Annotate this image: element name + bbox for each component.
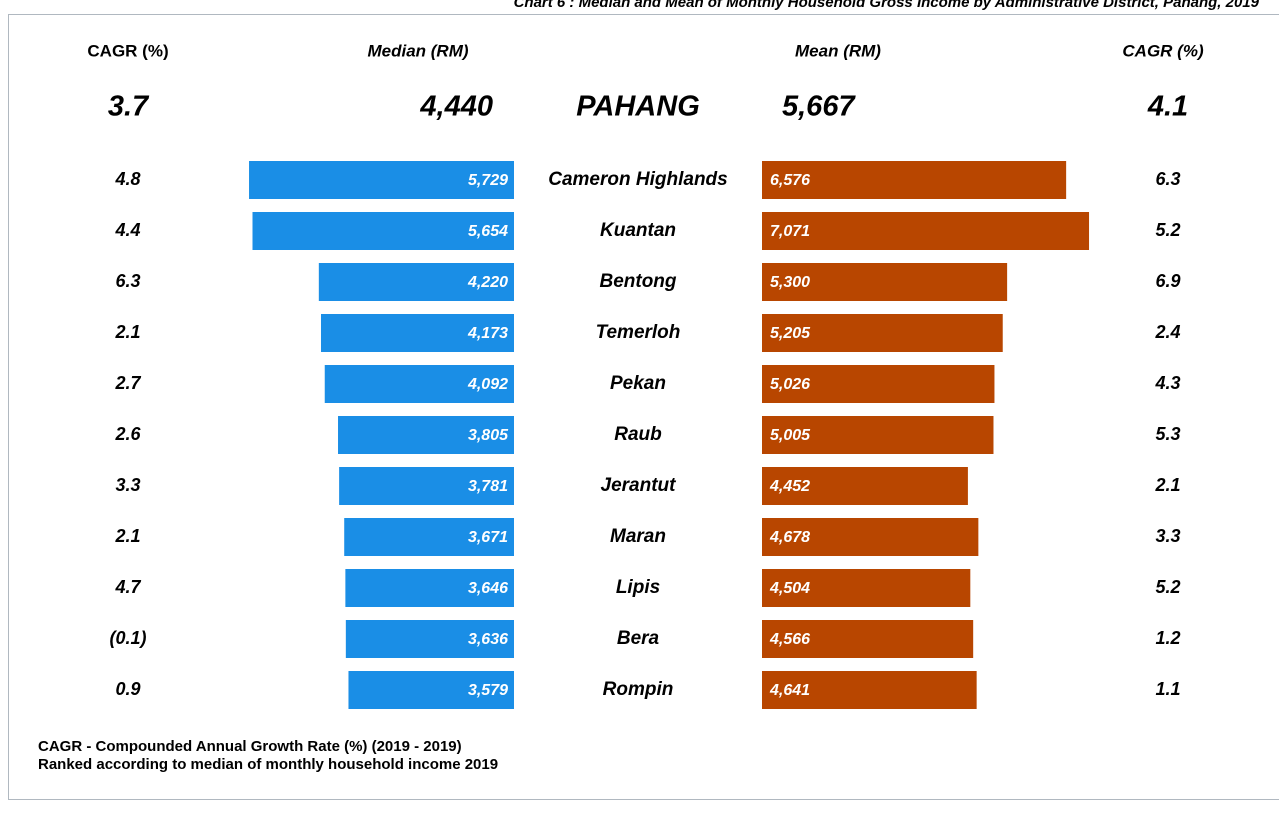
cagr-label: 2.1 [114, 322, 140, 342]
category-label: Lipis [616, 577, 660, 598]
cagr-label: 1.2 [1155, 628, 1180, 648]
value-label: 5,300 [770, 274, 810, 291]
value-label: 4,566 [769, 631, 810, 648]
total-name: PAHANG [576, 91, 700, 123]
cagr-label: 6.3 [1155, 169, 1180, 189]
value-label: 3,636 [468, 631, 508, 648]
note: Ranked according to median of monthly ho… [38, 756, 498, 773]
cagr-label: 6.9 [1155, 271, 1180, 291]
value-label: 4,504 [769, 580, 810, 597]
bar [762, 212, 1089, 250]
cagr-label: 5.2 [1155, 577, 1180, 597]
value-label: 4,092 [467, 376, 508, 393]
chart-title: Chart 6 : Median and Mean of Monthly Hou… [514, 0, 1260, 11]
total-median: 4,440 [419, 91, 493, 123]
value-label: 4,173 [467, 325, 508, 342]
total-cagr: 3.7 [108, 91, 150, 123]
cagr-label: 1.1 [1155, 679, 1180, 699]
value-label: 5,654 [468, 223, 508, 240]
cagr-label: 4.7 [114, 577, 141, 597]
value-label: 4,220 [467, 274, 508, 291]
cagr-label: 4.4 [114, 220, 140, 240]
value-label: 3,646 [468, 580, 508, 597]
total-cagr: 4.1 [1147, 91, 1188, 123]
category-label: Rompin [603, 679, 674, 700]
value-label: 4,641 [769, 682, 810, 699]
category-label: Temerloh [596, 322, 681, 343]
value-label: 7,071 [770, 223, 810, 240]
value-label: 5,026 [770, 376, 810, 393]
cagr-label: (0.1) [109, 628, 146, 648]
cagr-label: 4.8 [114, 169, 140, 189]
value-label: 3,805 [468, 427, 509, 444]
cagr-label: 6.3 [115, 271, 140, 291]
note: CAGR - Compounded Annual Growth Rate (%)… [38, 738, 462, 755]
cagr-label: 3.3 [115, 475, 140, 495]
cagr-label: 3.3 [1155, 526, 1180, 546]
category-label: Bera [617, 628, 660, 649]
category-label: Kuantan [600, 220, 676, 241]
cagr-label: 4.3 [1154, 373, 1180, 393]
value-label: 6,576 [770, 172, 810, 189]
value-label: 3,781 [468, 478, 508, 495]
cagr-label: 2.6 [114, 424, 141, 444]
value-label: 4,678 [769, 529, 810, 546]
header: Median (RM) [367, 41, 468, 60]
category-label: Raub [614, 424, 662, 445]
header: CAGR (%) [87, 41, 168, 60]
cagr-label: 5.2 [1155, 220, 1180, 240]
cagr-label: 2.1 [114, 526, 140, 546]
total-mean: 5,667 [782, 91, 856, 123]
header: Mean (RM) [795, 41, 881, 60]
category-label: Jerantut [601, 475, 677, 496]
category-label: Pekan [610, 373, 666, 394]
category-label: Cameron Highlands [548, 169, 727, 190]
category-label: Maran [610, 526, 666, 547]
value-label: 5,729 [468, 172, 508, 189]
cagr-label: 2.1 [1154, 475, 1180, 495]
cagr-label: 5.3 [1155, 424, 1180, 444]
header: CAGR (%) [1122, 41, 1204, 60]
category-label: Bentong [599, 271, 676, 292]
cagr-label: 0.9 [115, 679, 140, 699]
value-label: 5,205 [770, 325, 811, 342]
value-label: 4,452 [769, 478, 810, 495]
value-label: 5,005 [770, 427, 811, 444]
cagr-label: 2.4 [1154, 322, 1180, 342]
cagr-label: 2.7 [114, 373, 141, 393]
value-label: 3,671 [468, 529, 508, 546]
value-label: 3,579 [468, 682, 508, 699]
